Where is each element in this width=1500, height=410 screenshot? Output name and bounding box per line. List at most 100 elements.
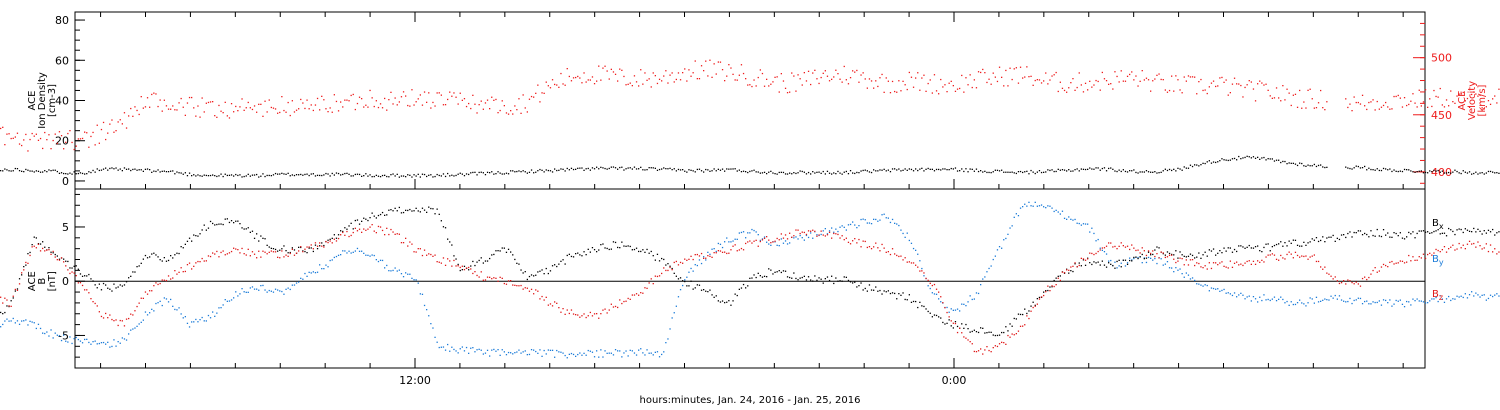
density-point (1393, 169, 1395, 171)
by-point (1223, 288, 1225, 291)
density-point (371, 176, 373, 178)
by-point (1154, 257, 1156, 260)
bx-point (1185, 256, 1187, 258)
by-point (604, 350, 606, 352)
by-point (967, 301, 969, 303)
by-point (1034, 201, 1036, 203)
bz-point (310, 244, 312, 246)
velocity-point (1185, 80, 1187, 82)
density-point (904, 168, 906, 170)
bx-point (1288, 240, 1290, 242)
bx-point (117, 286, 119, 288)
density-point (1139, 171, 1141, 173)
velocity-point (799, 78, 801, 80)
velocity-point (581, 82, 583, 84)
bx-point (1105, 266, 1108, 268)
bz-point (230, 250, 233, 253)
by-point (1309, 297, 1311, 299)
bz-point (203, 260, 205, 262)
density-point (1055, 170, 1057, 173)
velocity-point (719, 61, 722, 63)
bx-point (6, 305, 8, 307)
velocity-point (335, 100, 338, 103)
bz-point (608, 309, 610, 311)
bz-point (253, 253, 256, 255)
density-point (1468, 171, 1471, 173)
bx-point (822, 282, 824, 284)
velocity-point (230, 103, 233, 105)
bx-point (1380, 235, 1383, 238)
density-point (644, 169, 646, 171)
density-point (188, 172, 191, 174)
bz-point (518, 285, 520, 287)
velocity-point (761, 72, 764, 75)
bx-point (1242, 246, 1244, 248)
bx-point (537, 271, 539, 273)
density-point (1024, 171, 1026, 173)
by-point (915, 249, 917, 251)
bx-point (442, 226, 445, 228)
by-point (352, 251, 354, 253)
bx-point (4, 311, 6, 314)
bx-point (1349, 231, 1351, 233)
velocity-point (478, 104, 480, 106)
velocity-point (1227, 94, 1229, 96)
bx-point (644, 251, 646, 253)
density-point (740, 171, 743, 173)
velocity-point (774, 76, 776, 78)
bz-point (896, 254, 898, 257)
density-point (661, 168, 663, 170)
velocity-point (1074, 89, 1076, 91)
density-point (58, 172, 61, 174)
by-point (331, 259, 333, 261)
by-point (1278, 298, 1280, 300)
bx-point (214, 224, 216, 226)
by-point (365, 254, 367, 256)
bx-point (58, 258, 61, 260)
by-point (1198, 283, 1200, 285)
bz-point (610, 303, 612, 305)
by-point (209, 317, 212, 319)
bx-point (193, 234, 195, 236)
velocity-point (153, 92, 155, 94)
by-point (700, 262, 703, 265)
by-point (1275, 300, 1278, 302)
velocity-point (319, 109, 321, 111)
by-point (904, 236, 906, 238)
bz-point (940, 296, 942, 298)
by-point (407, 273, 409, 275)
bz-point (1273, 254, 1276, 256)
bz-point (705, 257, 707, 259)
density-point (742, 170, 745, 172)
velocity-point (537, 84, 539, 86)
velocity-point (589, 79, 591, 81)
bz-point (805, 233, 808, 236)
by-point (1483, 294, 1485, 296)
bx-point (1045, 290, 1047, 292)
bz-point (1431, 254, 1433, 256)
by-point (505, 354, 508, 356)
by-point (88, 341, 90, 344)
bx-point (654, 259, 656, 261)
by-point (1162, 264, 1164, 266)
velocity-point (665, 70, 667, 72)
velocity-point (1133, 79, 1135, 81)
density-point (274, 172, 277, 175)
bz-point (512, 284, 514, 286)
velocity-point (1200, 78, 1202, 81)
velocity-point (140, 96, 142, 98)
by-point (841, 225, 843, 227)
density-point (319, 174, 321, 177)
bz-point (537, 290, 539, 292)
bx-point (415, 207, 417, 209)
bx-point (90, 278, 92, 280)
velocity-point (646, 79, 648, 81)
density-point (673, 168, 675, 170)
bx-point (1429, 232, 1431, 234)
density-point (113, 168, 115, 170)
density-point (323, 174, 325, 176)
density-point (734, 168, 736, 170)
bz-point (1372, 269, 1374, 272)
by-point (896, 223, 898, 225)
density-point (1380, 169, 1383, 172)
